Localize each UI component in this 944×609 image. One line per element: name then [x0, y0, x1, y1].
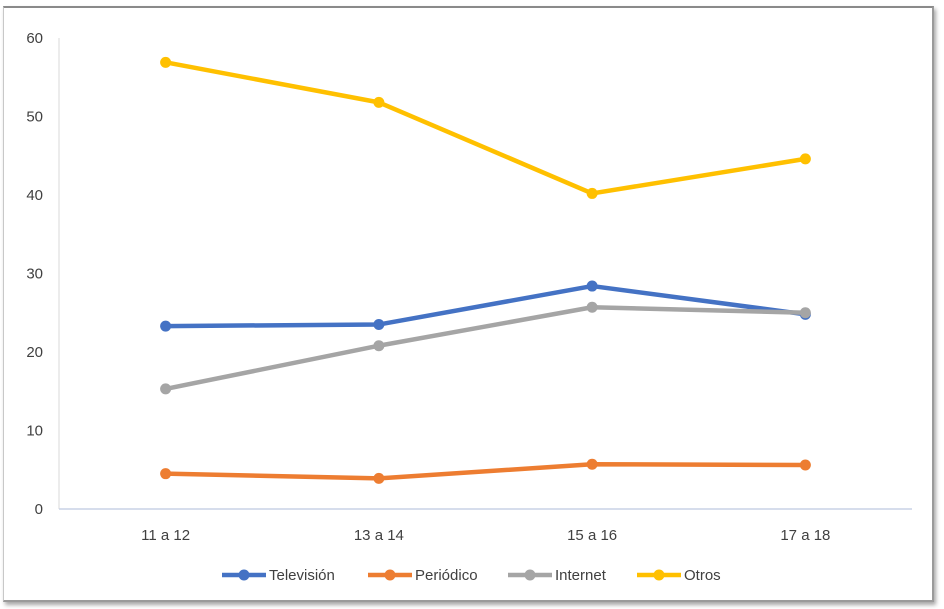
y-tick-label: 60 [26, 30, 43, 47]
data-point [586, 280, 598, 292]
y-tick-label: 0 [35, 501, 43, 518]
data-point [586, 458, 598, 470]
data-point [160, 320, 172, 332]
series-2 [160, 458, 811, 484]
data-point [373, 319, 385, 331]
y-tick-labels: 0 10 20 30 40 50 60 [26, 30, 43, 518]
data-point [160, 383, 172, 395]
x-tick-label: 13 a 14 [354, 527, 404, 544]
y-tick-label: 30 [26, 266, 43, 283]
data-point [373, 340, 385, 352]
series-line [163, 283, 808, 329]
x-tick-labels: 11 a 12 13 a 14 15 a 16 17 a 18 [141, 527, 830, 544]
series-4 [160, 56, 811, 199]
series-line [163, 462, 808, 481]
x-tick-label: 17 a 18 [780, 527, 830, 544]
legend-item: Periódico [368, 567, 478, 584]
data-point [799, 153, 811, 165]
data-point [586, 187, 598, 199]
data-point [373, 96, 385, 108]
legend-marker-icon [384, 569, 396, 581]
legend-item: Internet [508, 567, 607, 584]
legend-marker-icon [653, 569, 665, 581]
legend-label: Periódico [415, 567, 478, 584]
data-point [799, 307, 811, 319]
data-point [586, 301, 598, 313]
series-3 [160, 301, 811, 395]
legend-label: Otros [684, 567, 721, 584]
y-tick-label: 40 [26, 187, 43, 204]
data-point [160, 56, 172, 68]
series-1 [160, 280, 811, 332]
legend-marker-icon [524, 569, 536, 581]
legend-label: Internet [555, 567, 607, 584]
y-tick-label: 10 [26, 423, 43, 440]
y-tick-label: 20 [26, 344, 43, 361]
series-line [163, 305, 808, 392]
data-point [373, 472, 385, 484]
legend-marker-icon [238, 569, 250, 581]
x-tick-label: 15 a 16 [567, 527, 617, 544]
y-tick-label: 50 [26, 109, 43, 126]
legend-label: Televisión [269, 567, 335, 584]
legend-item: Televisión [222, 567, 335, 584]
series-group [160, 56, 811, 484]
data-point [160, 468, 172, 480]
series-line [163, 60, 808, 196]
x-tick-label: 11 a 12 [141, 527, 190, 544]
legend: Televisión Periódico Internet Otros [222, 567, 721, 584]
chart-frame [3, 6, 934, 602]
legend-item: Otros [637, 567, 721, 584]
data-point [799, 459, 811, 471]
